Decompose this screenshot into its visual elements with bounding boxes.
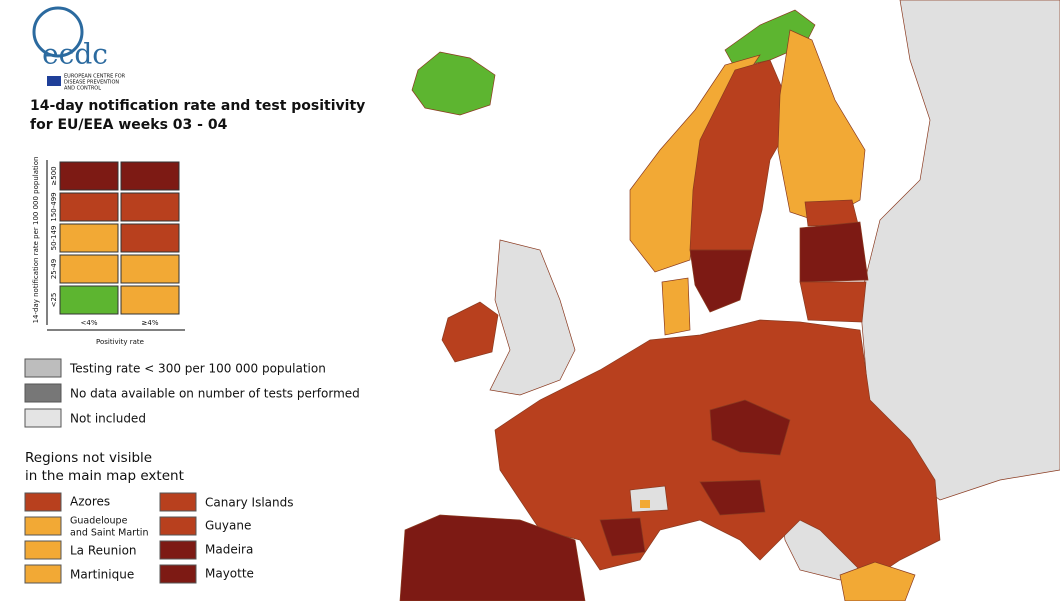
swatch <box>24 564 62 584</box>
eu-flag <box>47 76 61 86</box>
row-label: ≥500 <box>50 166 58 185</box>
swatch <box>159 516 197 536</box>
denmark <box>661 277 691 336</box>
org-name: DISEASE PREVENTION <box>64 80 119 86</box>
x-label: Positivity rate <box>96 338 144 346</box>
regions-title: Regions not visible <box>25 450 152 466</box>
legend-text: Not included <box>70 412 146 426</box>
org-name: AND CONTROL <box>64 86 101 92</box>
region: Guyane <box>205 519 251 533</box>
legend-text: Testing rate < 300 per 100 000 populatio… <box>69 362 326 376</box>
cell <box>120 192 180 222</box>
non-included-land <box>489 239 576 396</box>
czechia <box>709 399 791 456</box>
sweden <box>689 59 791 251</box>
swatch <box>159 564 197 584</box>
row-label: <25 <box>50 293 58 308</box>
south-sweden <box>689 249 753 313</box>
swatch <box>24 492 62 512</box>
swatch <box>24 540 62 560</box>
region: Guadeloupe <box>70 516 128 527</box>
region: and Saint Martin <box>70 528 148 539</box>
y-label: 14-day notification rate per 100 000 pop… <box>32 157 40 324</box>
swatch <box>24 358 62 378</box>
matrix: 14-day notification rate per 100 000 pop… <box>32 157 185 346</box>
estonia <box>804 199 859 227</box>
regions-title: in the main map extent <box>25 468 184 484</box>
swatch <box>159 540 197 560</box>
row-label: 25-49 <box>50 259 58 279</box>
logo-globe <box>32 6 84 58</box>
swatch <box>24 383 62 403</box>
cell <box>59 254 119 284</box>
cell <box>120 161 180 191</box>
lithuania <box>799 281 867 323</box>
swatch <box>159 492 197 512</box>
latvia <box>799 221 869 283</box>
ireland <box>441 301 499 363</box>
region: Martinique <box>70 568 134 582</box>
cell <box>59 161 119 191</box>
ch-region <box>640 500 650 508</box>
cell <box>120 223 180 253</box>
cell <box>59 285 119 315</box>
cell <box>59 192 119 222</box>
region: Azores <box>70 495 110 509</box>
legend-text: No data available on number of tests per… <box>70 387 360 401</box>
cell <box>59 223 119 253</box>
slovenia-croatia <box>699 479 766 516</box>
iceland <box>411 51 496 116</box>
swatch <box>24 516 62 536</box>
cell <box>120 285 180 315</box>
swatch <box>24 408 62 428</box>
switzerland <box>629 485 669 513</box>
col-label: <4% <box>81 319 98 327</box>
region: La Reunion <box>70 544 137 558</box>
region: Canary Islands <box>205 496 294 510</box>
region: Mayotte <box>205 567 254 581</box>
title: 14-day notification rate and test positi… <box>30 98 365 114</box>
finland <box>777 29 866 223</box>
greece <box>839 561 916 602</box>
logo-text: ecdc <box>42 38 108 71</box>
row-label: 150-499 <box>50 192 58 221</box>
italy-region <box>599 517 646 557</box>
map <box>399 0 1060 602</box>
title: for EU/EEA weeks 03 - 04 <box>30 117 228 133</box>
region: Madeira <box>205 543 253 557</box>
col-label: ≥4% <box>142 319 159 327</box>
org-name: EUROPEAN CENTRE FOR <box>64 74 126 80</box>
cell <box>120 254 180 284</box>
row-label: 50-149 <box>50 226 58 251</box>
